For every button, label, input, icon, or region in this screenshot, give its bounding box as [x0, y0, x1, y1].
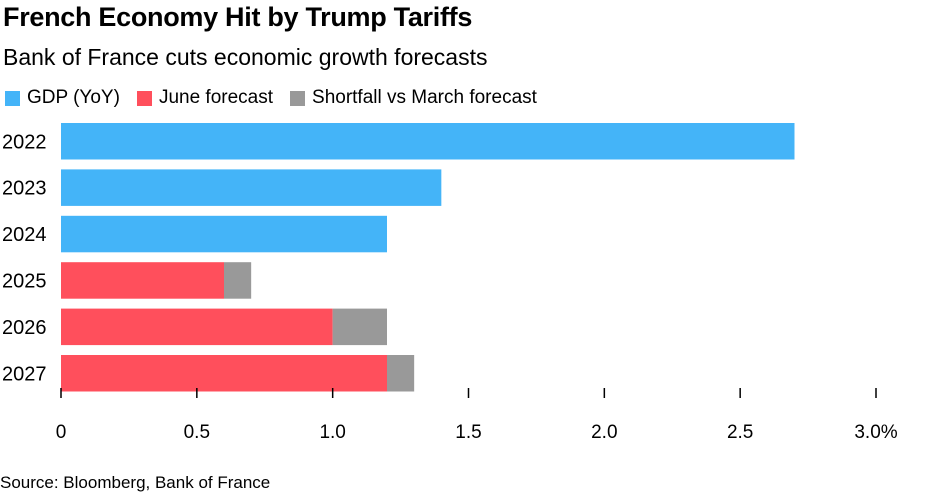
bar-shortfall-vs-march-forecast-2026: [332, 308, 387, 346]
category-label-2025: 2025: [2, 270, 47, 292]
x-tick-label-1-5: 1.5: [455, 422, 481, 443]
bar-gdp-yoy-2022: [61, 123, 795, 160]
category-label-2027: 2027: [2, 363, 47, 385]
category-label-2024: 2024: [2, 224, 47, 246]
chart-title: French Economy Hit by Trump Tariffs: [3, 2, 473, 32]
legend-swatch-shortfall: [290, 90, 306, 106]
x-axis: 0 0.5 1.0 1.5 2.0 2.5 3.0%: [56, 388, 898, 443]
x-tick-label-2-5: 2.5: [727, 422, 753, 443]
bars-layer: [61, 123, 795, 392]
legend-label-june-forecast: June forecast: [158, 87, 274, 108]
legend-swatch-gdp: [5, 90, 20, 106]
x-tick-label-3-0: 3.0%: [854, 422, 897, 443]
bar-june-forecast-2027: [61, 355, 387, 392]
category-label-2022: 2022: [2, 131, 47, 153]
legend-swatch-june-forecast: [136, 90, 152, 106]
bar-shortfall-vs-march-forecast-2027: [387, 355, 415, 392]
chart-legend: GDP (YoY) June forecast Shortfall vs Mar…: [5, 85, 554, 111]
category-label-2026: 2026: [2, 317, 47, 339]
legend-item-gdp: GDP (YoY): [5, 87, 120, 109]
bar-shortfall-vs-march-forecast-2025: [224, 262, 252, 299]
category-label-2023: 2023: [2, 178, 47, 200]
x-tick-label-0-5: 0.5: [184, 422, 210, 443]
x-tick-label-2-0: 2.0: [591, 422, 617, 443]
bar-gdp-yoy-2024: [61, 215, 387, 253]
bar-chart: 0 0.5 1.0 1.5 2.0 2.5 3.0% 2022202320242025202…: [2, 123, 898, 443]
legend-item-shortfall: Shortfall vs March forecast: [290, 87, 537, 109]
bar-june-forecast-2025: [61, 262, 224, 299]
chart-source: Source: Bloomberg, Bank of France: [0, 473, 271, 492]
bar-gdp-yoy-2023: [61, 169, 442, 206]
bar-june-forecast-2026: [61, 308, 333, 346]
x-tick-label-1-0: 1.0: [319, 422, 345, 443]
x-tick-label-0: 0: [56, 422, 67, 443]
chart-subtitle: Bank of France cuts economic growth fore…: [3, 44, 488, 70]
y-axis: 2022 2023 2024 2025 2026 2027: [2, 131, 47, 385]
legend-item-june-forecast: June forecast: [136, 87, 274, 109]
legend-label-shortfall: Shortfall vs March forecast: [312, 87, 537, 108]
legend-label-gdp: GDP (YoY): [27, 87, 120, 108]
